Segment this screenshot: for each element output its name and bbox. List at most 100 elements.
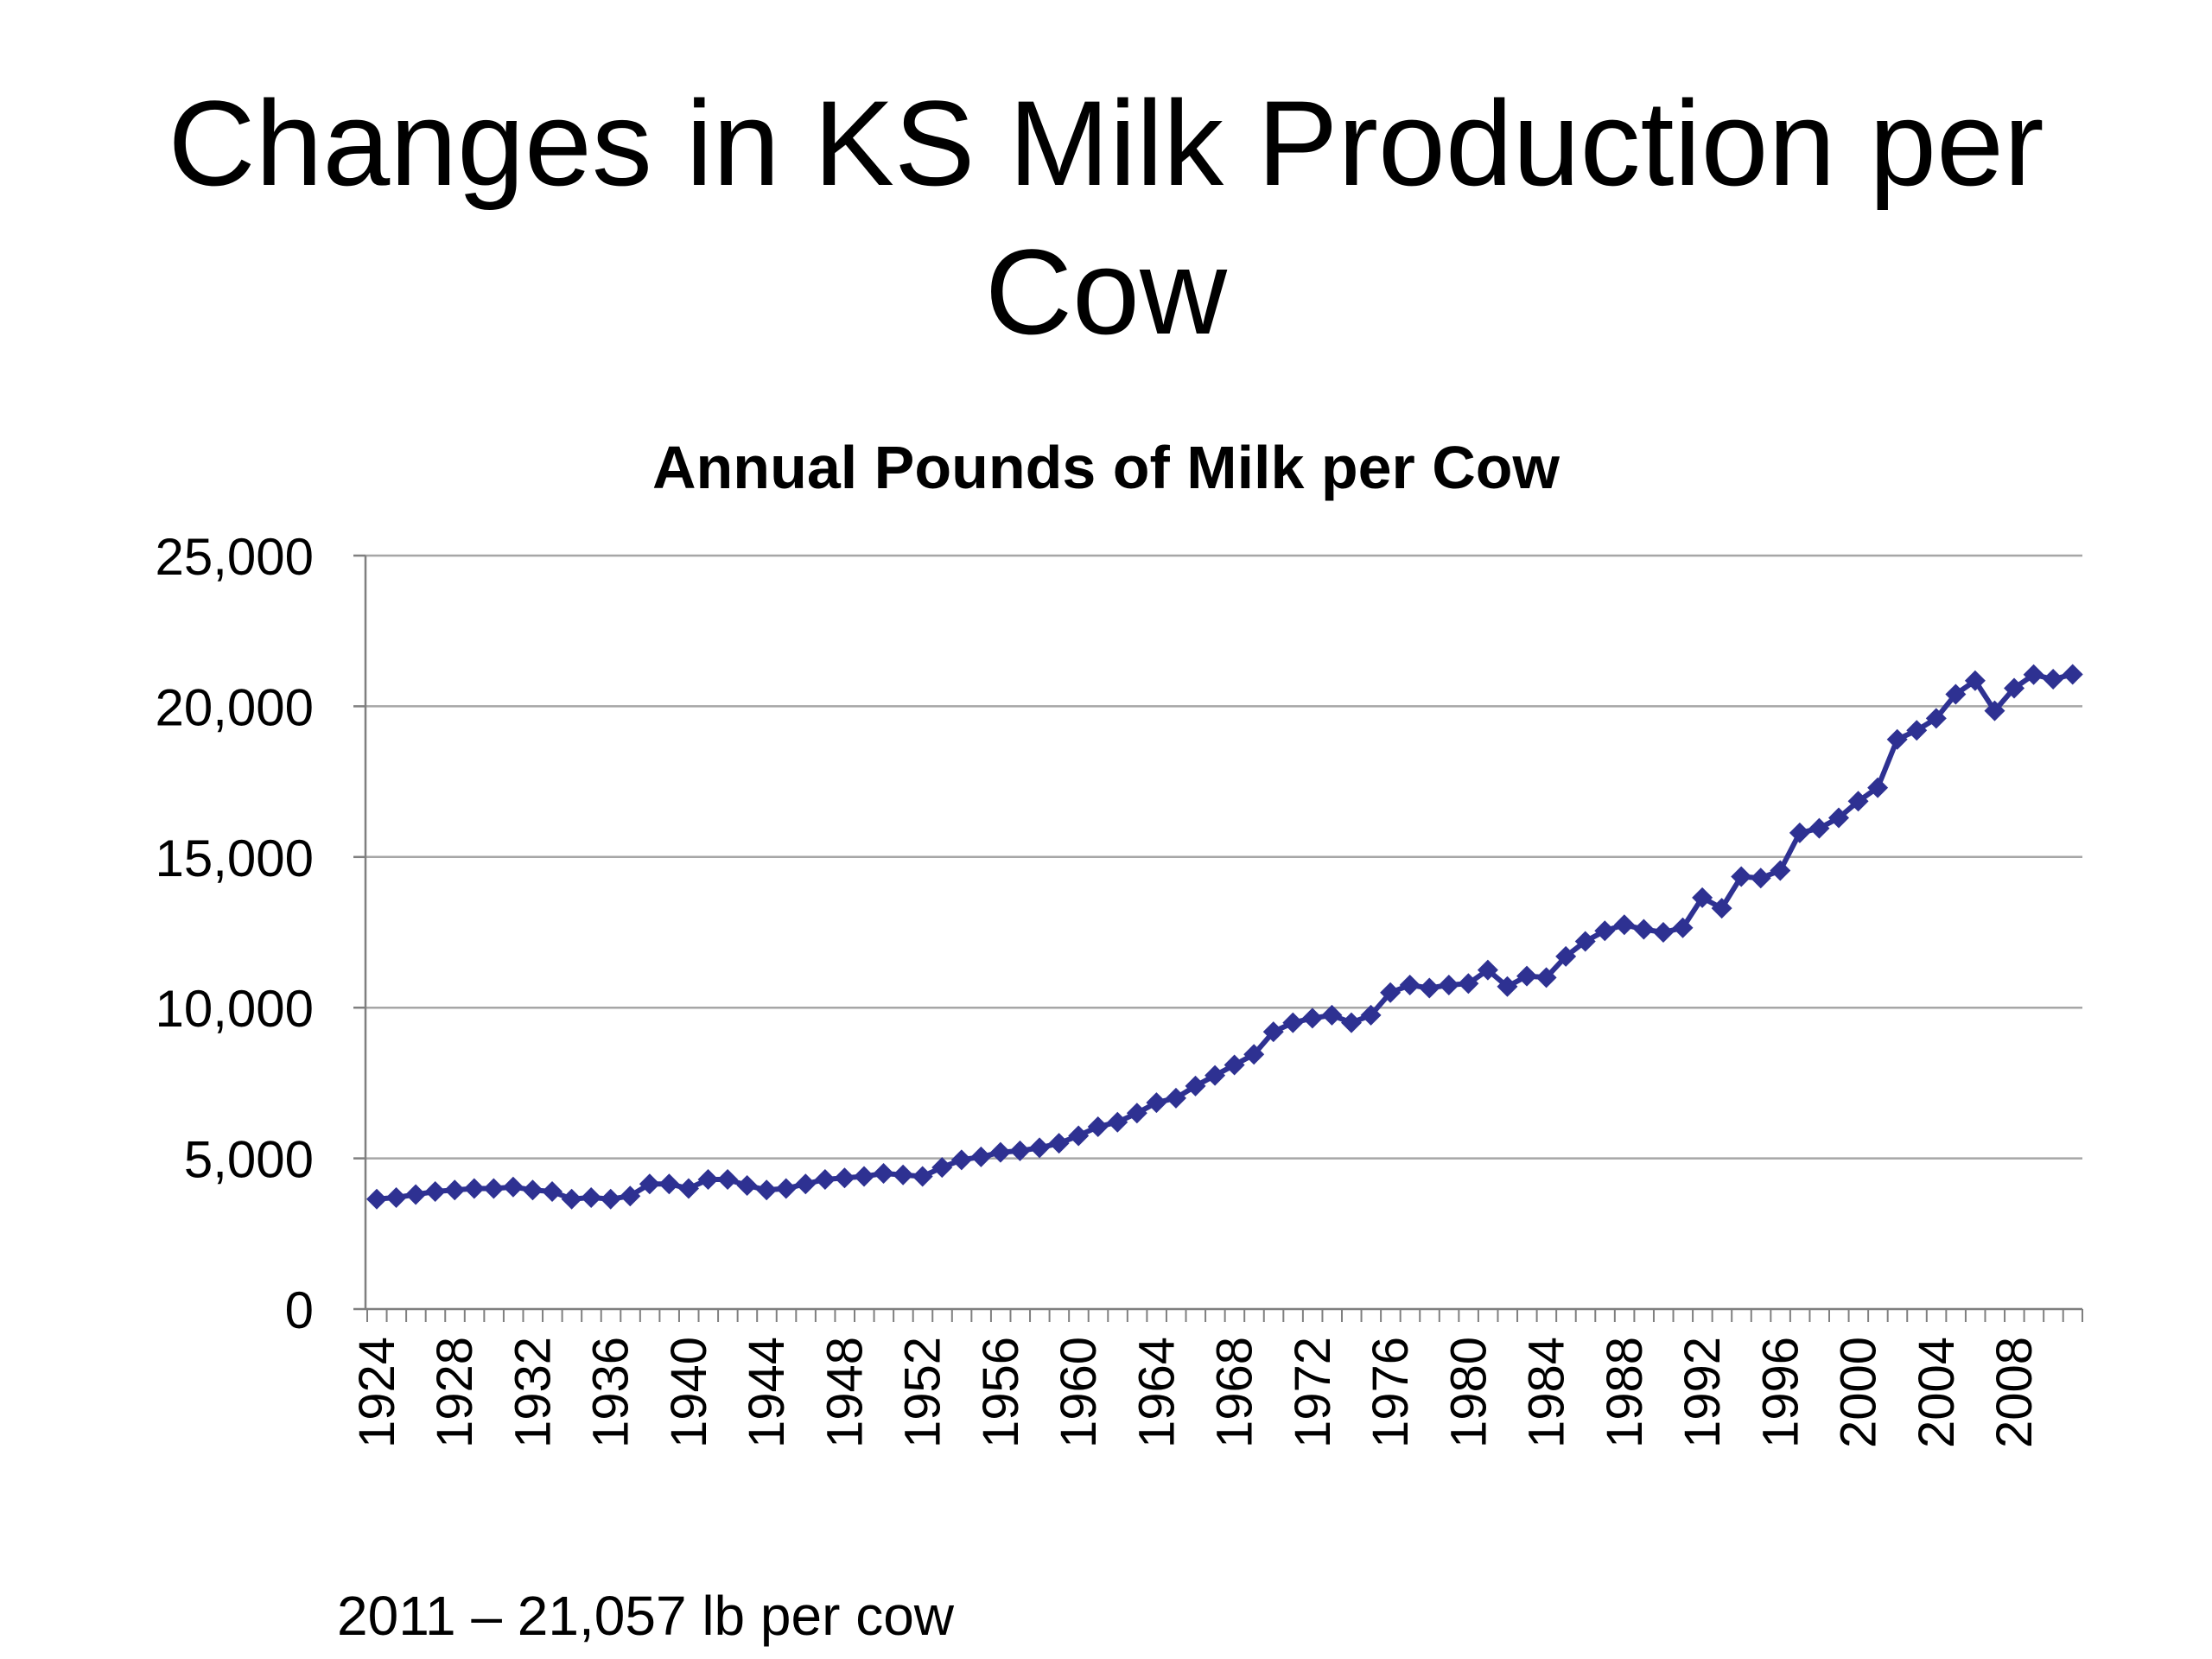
data-point xyxy=(1964,670,1986,691)
data-point xyxy=(1886,728,1908,750)
x-tick-label: 2008 xyxy=(1986,1337,2043,1448)
data-point xyxy=(1808,817,1830,839)
y-tick-label: 15,000 xyxy=(155,830,314,887)
data-point xyxy=(424,1180,446,1202)
data-point xyxy=(1750,868,1771,889)
data-point xyxy=(697,1169,719,1191)
x-tick-label: 1988 xyxy=(1597,1337,1653,1448)
data-point xyxy=(912,1166,933,1187)
x-tick-label: 1948 xyxy=(817,1337,873,1448)
data-point xyxy=(405,1184,427,1205)
data-point xyxy=(1594,920,1616,942)
data-point xyxy=(1224,1054,1245,1076)
data-point xyxy=(1341,1012,1362,1033)
data-point xyxy=(1029,1137,1051,1159)
data-point xyxy=(1146,1092,1167,1114)
data-point xyxy=(1321,1004,1343,1026)
x-tick-label: 1992 xyxy=(1675,1337,1731,1448)
data-point xyxy=(385,1186,407,1208)
data-point xyxy=(2023,664,2044,685)
data-point xyxy=(1087,1116,1109,1137)
data-point xyxy=(1652,922,1674,943)
data-point xyxy=(2062,664,2083,685)
data-point xyxy=(873,1163,894,1185)
x-tick-label: 1976 xyxy=(1363,1337,1419,1448)
data-point xyxy=(561,1188,582,1210)
data-point xyxy=(736,1174,758,1196)
data-point xyxy=(970,1146,992,1167)
chart-title: Annual Pounds of Milk per Cow xyxy=(652,434,1560,501)
slide-title: Changes in KS Milk Production per Cow xyxy=(0,69,2212,366)
x-tick-label: 1980 xyxy=(1440,1337,1497,1448)
data-point xyxy=(1438,975,1459,996)
series-line xyxy=(376,671,2074,1202)
data-point xyxy=(1711,898,1732,919)
data-point xyxy=(814,1169,836,1191)
x-tick-label: 1924 xyxy=(349,1337,405,1448)
data-point xyxy=(1613,914,1635,936)
x-tick-label: 1932 xyxy=(505,1337,561,1448)
data-point xyxy=(1945,683,1967,705)
data-point xyxy=(366,1188,387,1210)
data-point xyxy=(1419,977,1440,999)
data-point xyxy=(1360,1004,1382,1026)
data-point xyxy=(1262,1021,1284,1043)
y-tick-label: 5,000 xyxy=(184,1131,314,1189)
x-tick-label: 1964 xyxy=(1128,1337,1185,1448)
data-point xyxy=(893,1164,914,1185)
data-point xyxy=(463,1178,485,1199)
x-tick-label: 2004 xyxy=(1909,1337,1965,1448)
x-tick-label: 1956 xyxy=(973,1337,1029,1448)
y-tick-label: 0 xyxy=(285,1281,314,1339)
x-tick-label: 1940 xyxy=(661,1337,717,1448)
data-point xyxy=(542,1180,563,1202)
x-tick-label: 1968 xyxy=(1207,1337,1263,1448)
data-point xyxy=(1243,1044,1265,1065)
data-point xyxy=(1165,1087,1186,1109)
data-point xyxy=(1789,822,1810,843)
data-point xyxy=(717,1169,739,1191)
gridlines xyxy=(365,554,2082,1160)
data-point xyxy=(483,1178,505,1199)
data-point xyxy=(1867,777,1889,798)
data-point xyxy=(1068,1125,1090,1147)
slide-title-line-1: Changes in KS Milk Production per xyxy=(168,75,2044,211)
data-point xyxy=(2043,669,2064,690)
data-point xyxy=(522,1179,543,1201)
data-point xyxy=(1516,965,1538,987)
data-point xyxy=(1205,1065,1226,1086)
x-tick-label: 1960 xyxy=(1051,1337,1107,1448)
data-point xyxy=(1477,959,1498,981)
data-point xyxy=(639,1173,660,1195)
data-point xyxy=(600,1188,621,1210)
data-point xyxy=(1107,1111,1128,1133)
y-tick-label: 20,000 xyxy=(155,678,314,736)
data-point xyxy=(1692,887,1713,908)
data-point xyxy=(1906,720,1928,741)
x-tick-label: 1952 xyxy=(895,1337,951,1448)
data-point xyxy=(1185,1075,1206,1096)
y-tick-label: 25,000 xyxy=(155,528,314,586)
data-point xyxy=(756,1179,778,1201)
x-tick-label: 1996 xyxy=(1752,1337,1808,1448)
x-tick-label: 1984 xyxy=(1519,1337,1575,1448)
data-point xyxy=(834,1167,855,1189)
data-point xyxy=(677,1178,699,1199)
data-point xyxy=(444,1179,466,1201)
data-point xyxy=(1048,1133,1070,1154)
data-point xyxy=(620,1185,641,1207)
data-point xyxy=(1301,1007,1323,1029)
x-axis: 1924 1928 1932 1936 1940 1944 1948 1952 1956 1960… xyxy=(349,1307,2083,1448)
data-point xyxy=(1380,982,1402,1003)
data-point xyxy=(1828,807,1849,829)
data-point xyxy=(1574,931,1596,952)
data-point xyxy=(1770,860,1791,881)
data-point xyxy=(775,1178,797,1199)
x-tick-label: 1936 xyxy=(583,1337,639,1448)
data-point xyxy=(1009,1140,1031,1161)
data-point xyxy=(1847,791,1869,812)
data-point xyxy=(950,1149,972,1171)
x-tick-label: 2000 xyxy=(1831,1337,1887,1448)
data-point xyxy=(1925,708,1947,729)
data-point xyxy=(1984,700,2005,721)
